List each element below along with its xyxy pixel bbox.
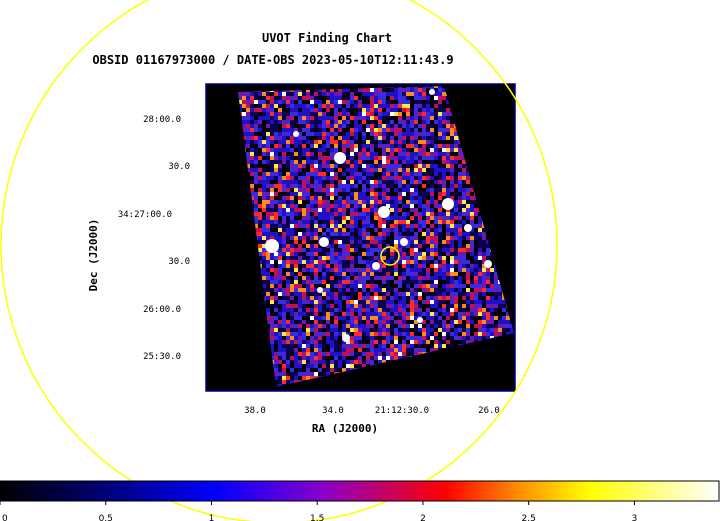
colorbar-tick-label: 0 (2, 514, 8, 521)
y-axis-title: Dec (J2000) (87, 219, 100, 292)
chart-subtitle: OBSID 01167973000 / DATE-OBS 2023-05-10T… (92, 53, 453, 67)
ra-ticks: 38.0 34.0 21:12:30.0 26.0 (244, 406, 500, 416)
x-axis-title: RA (J2000) (312, 422, 378, 435)
dec-tick-label: 25:30.0 (143, 352, 181, 362)
source-marker-circle (380, 246, 400, 266)
colorbar: 0 0.5 1 1.5 2 2.5 3 (0, 480, 720, 521)
ra-tick-label: 21:12:30.0 (375, 406, 429, 416)
colorbar-tick-label: 2.5 (522, 514, 536, 521)
colorbar-tick-label: 1 (209, 514, 215, 521)
dec-tick-label: 28:00.0 (143, 115, 181, 125)
colorbar-tick-label: 2 (420, 514, 426, 521)
image-panel (205, 83, 516, 392)
colorbar-gradient (0, 480, 720, 502)
dec-tick-label: 30.0 (168, 257, 190, 267)
dec-ticks: 28:00.0 30.0 34:27:00.0 30.0 26:00.0 25:… (118, 115, 190, 362)
chart-title: UVOT Finding Chart (262, 31, 392, 45)
dec-tick-label: 26:00.0 (143, 305, 181, 315)
colorbar-tick-label: 1.5 (310, 514, 324, 521)
ra-tick-label: 34.0 (322, 406, 344, 416)
colorbar-tick-label: 3 (632, 514, 638, 521)
dec-tick-label: 30.0 (168, 162, 190, 172)
ra-tick-label: 38.0 (244, 406, 266, 416)
ra-tick-label: 26.0 (478, 406, 500, 416)
dec-tick-label: 34:27:00.0 (118, 210, 172, 220)
colorbar-ticks: 0 0.5 1 1.5 2 2.5 3 (0, 501, 637, 521)
colorbar-tick-label: 0.5 (99, 514, 113, 521)
plot-frame (205, 83, 516, 392)
field-of-view-circle (0, 0, 558, 521)
